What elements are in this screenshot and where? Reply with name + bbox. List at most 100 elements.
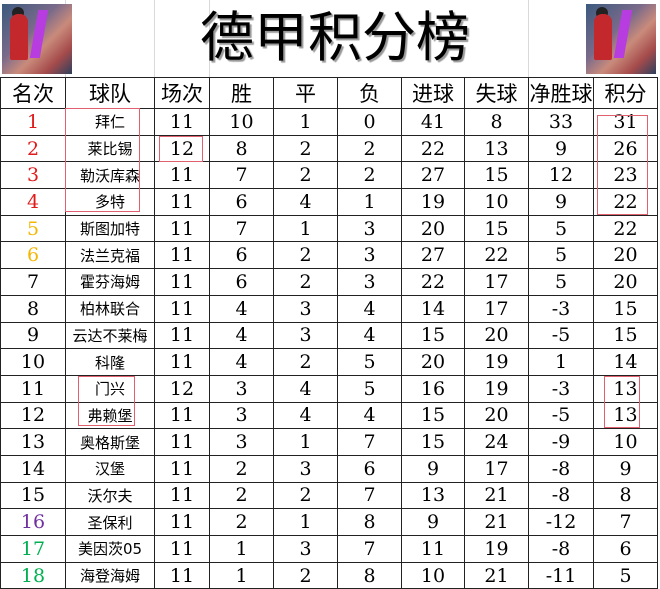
points-cell: 13 xyxy=(593,374,658,403)
goal-difference-cell: 5 xyxy=(528,241,594,270)
drawn-cell: 4 xyxy=(273,188,338,216)
header-drawn: 平 xyxy=(273,77,338,109)
page-title: 德甲积分榜 xyxy=(200,6,470,69)
table-row: 6 法兰克福 11 6 2 3 27 22 5 20 xyxy=(0,241,658,270)
table-row: 12 弗赖堡 11 3 4 4 15 20 -5 13 xyxy=(0,401,658,430)
played-cell: 11 xyxy=(154,188,210,216)
goals-against-cell: 20 xyxy=(464,321,529,350)
rank-cell: 4 xyxy=(0,188,66,216)
team-cell: 莱比锡 xyxy=(65,134,155,163)
rank-cell: 15 xyxy=(0,481,66,510)
played-cell: 11 xyxy=(154,508,210,536)
team-cell: 汉堡 xyxy=(65,454,155,483)
team-cell: 海登海姆 xyxy=(65,561,155,589)
table-row: 8 柏林联合 11 4 3 4 14 17 -3 15 xyxy=(0,294,658,323)
drawn-cell: 1 xyxy=(273,508,338,536)
team-cell: 斯图加特 xyxy=(65,214,155,243)
points-cell: 14 xyxy=(593,348,658,376)
team-cell: 拜仁 xyxy=(65,108,155,136)
lost-cell: 4 xyxy=(337,321,402,350)
won-cell: 2 xyxy=(209,454,274,483)
drawn-cell: 4 xyxy=(273,401,338,430)
goal-difference-cell: -8 xyxy=(528,481,594,510)
goals-against-cell: 17 xyxy=(464,454,529,483)
played-cell: 11 xyxy=(154,401,210,430)
table-row: 2 莱比锡 12 8 2 2 22 13 9 26 xyxy=(0,134,658,163)
points-cell: 23 xyxy=(593,161,658,190)
team-cell: 弗赖堡 xyxy=(65,401,155,430)
table-row: 16 圣保利 11 2 1 8 9 21 -12 7 xyxy=(0,508,658,536)
won-cell: 3 xyxy=(209,401,274,430)
table-row: 5 斯图加特 11 7 1 3 20 15 5 22 xyxy=(0,214,658,243)
goals-against-cell: 10 xyxy=(464,188,529,216)
points-cell: 15 xyxy=(593,294,658,323)
goals-against-cell: 19 xyxy=(464,535,529,563)
won-cell: 1 xyxy=(209,561,274,589)
header-row: 名次 球队 场次胜平负进球 失球 净胜球 积分 xyxy=(0,77,658,109)
grid-line xyxy=(528,0,529,77)
drawn-cell: 3 xyxy=(273,535,338,563)
points-cell: 6 xyxy=(593,535,658,563)
goal-difference-cell: -11 xyxy=(528,561,594,589)
lost-cell: 3 xyxy=(337,214,402,243)
points-cell: 31 xyxy=(593,108,658,136)
header-goal-difference: 净胜球 xyxy=(528,77,594,109)
points-cell: 7 xyxy=(593,508,658,536)
goals-for-cell: 16 xyxy=(401,374,465,403)
goal-difference-cell: 9 xyxy=(528,134,594,163)
drawn-cell: 2 xyxy=(273,561,338,589)
drawn-cell: 2 xyxy=(273,481,338,510)
lost-cell: 7 xyxy=(337,535,402,563)
table-row: 7 霍芬海姆 11 6 2 3 22 17 5 20 xyxy=(0,268,658,296)
team-cell: 奥格斯堡 xyxy=(65,428,155,456)
table-row: 1 拜仁 11 10 1 0 41 8 33 31 xyxy=(0,108,658,136)
points-cell: 13 xyxy=(593,401,658,430)
rank-cell: 7 xyxy=(0,268,66,296)
goals-for-cell: 41 xyxy=(401,108,465,136)
lost-cell: 3 xyxy=(337,241,402,270)
team-cell: 霍芬海姆 xyxy=(65,268,155,296)
team-cell: 柏林联合 xyxy=(65,294,155,323)
rank-cell: 12 xyxy=(0,401,66,430)
team-cell: 美因茨05 xyxy=(65,535,155,563)
lost-cell: 2 xyxy=(337,161,402,190)
won-cell: 4 xyxy=(209,348,274,376)
played-cell: 11 xyxy=(154,561,210,589)
points-cell: 22 xyxy=(593,214,658,243)
rank-cell: 13 xyxy=(0,428,66,456)
drawn-cell: 3 xyxy=(273,454,338,483)
played-cell: 11 xyxy=(154,108,210,136)
drawn-cell: 3 xyxy=(273,294,338,323)
goals-for-cell: 19 xyxy=(401,188,465,216)
rank-cell: 2 xyxy=(0,134,66,163)
played-cell: 11 xyxy=(154,428,210,456)
goal-difference-cell: 5 xyxy=(528,214,594,243)
anime-thumbnail-right xyxy=(586,4,656,74)
lost-cell: 5 xyxy=(337,348,402,376)
won-cell: 2 xyxy=(209,508,274,536)
goal-difference-cell: 33 xyxy=(528,108,594,136)
won-cell: 2 xyxy=(209,481,274,510)
team-cell: 法兰克福 xyxy=(65,241,155,270)
goals-for-cell: 20 xyxy=(401,214,465,243)
goals-against-cell: 20 xyxy=(464,401,529,430)
rank-cell: 11 xyxy=(0,374,66,403)
team-cell: 沃尔夫 xyxy=(65,481,155,510)
drawn-cell: 2 xyxy=(273,161,338,190)
team-cell: 多特 xyxy=(65,188,155,216)
played-cell: 11 xyxy=(154,481,210,510)
team-cell: 云达不莱梅 xyxy=(65,321,155,350)
drawn-cell: 2 xyxy=(273,268,338,296)
goals-against-cell: 21 xyxy=(464,481,529,510)
header-rank: 名次 xyxy=(0,77,66,109)
drawn-cell: 1 xyxy=(273,108,338,136)
lost-cell: 0 xyxy=(337,108,402,136)
header-points: 积分 xyxy=(593,77,658,109)
played-cell: 11 xyxy=(154,535,210,563)
drawn-cell: 2 xyxy=(273,241,338,270)
goals-against-cell: 15 xyxy=(464,161,529,190)
goals-for-cell: 22 xyxy=(401,268,465,296)
rank-cell: 5 xyxy=(0,214,66,243)
goals-for-cell: 27 xyxy=(401,161,465,190)
lost-cell: 8 xyxy=(337,561,402,589)
